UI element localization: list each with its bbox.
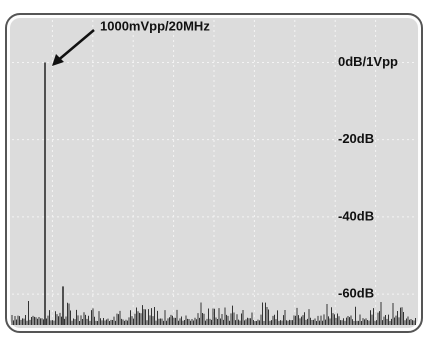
y-tick-label: 0dB/1Vpp bbox=[338, 54, 398, 69]
annotation: 1000mVpp/20MHz bbox=[100, 18, 210, 33]
page: 1000mVpp/20MHz 0dB/1Vpp-20dB-40dB-60dB (… bbox=[0, 0, 427, 338]
y-tick-label: -20dB bbox=[338, 131, 374, 146]
chart: 1000mVpp/20MHz 0dB/1Vpp -20dB -40dB -60dB bbox=[0, 0, 427, 338]
y-tick-label: -60dB bbox=[338, 286, 374, 301]
y-tick-label: -40dB bbox=[338, 208, 374, 223]
